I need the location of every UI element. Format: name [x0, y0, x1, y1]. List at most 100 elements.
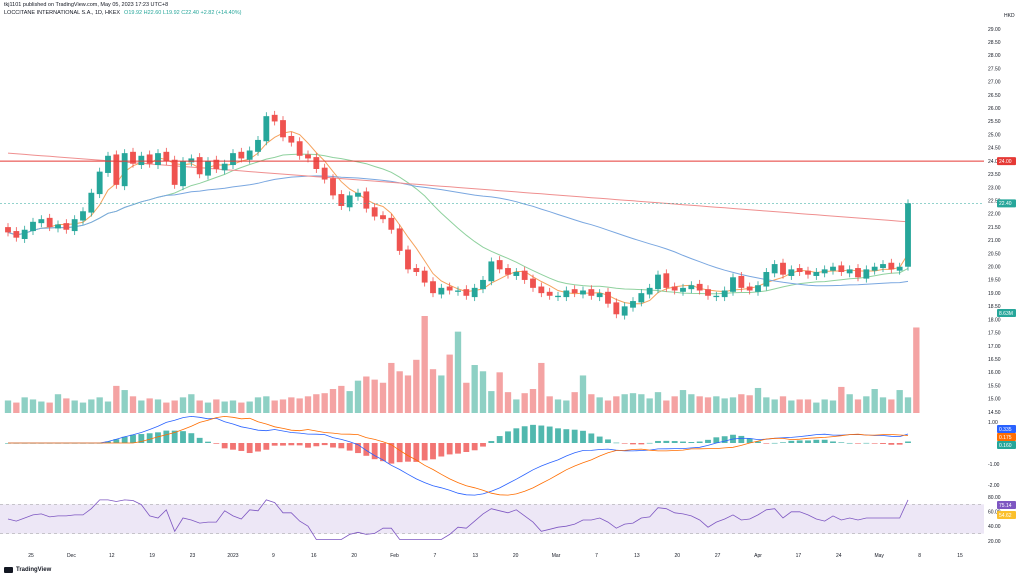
- date-tick-label: Dec: [67, 553, 76, 559]
- volume-bar: [238, 402, 245, 413]
- volume-bar: [113, 385, 120, 413]
- volume-bar: [254, 397, 262, 413]
- volume-bar: [479, 371, 487, 413]
- volume-bar: [846, 394, 853, 413]
- macd-histogram-bar: [330, 443, 336, 448]
- volume-bar: [454, 331, 462, 413]
- badge-histogram-text: 0.160: [999, 443, 1012, 449]
- candle-body: [605, 291, 611, 304]
- date-tick-label: 20: [513, 553, 519, 559]
- macd-histogram-bar: [630, 443, 636, 445]
- macd-histogram-bar: [255, 443, 261, 452]
- macd-histogram-bar: [146, 433, 153, 443]
- horizontal-line-24[interactable]: [0, 160, 984, 204]
- macd-histogram-bar: [321, 443, 328, 446]
- candle-body: [796, 268, 803, 273]
- price-tick-label: 26.00: [988, 106, 1001, 112]
- price-tick-label: 24.00: [988, 159, 1001, 165]
- volume-bar: [613, 396, 620, 413]
- candle-body: [555, 295, 561, 298]
- volume-bar: [588, 394, 595, 413]
- date-tick-label: 16: [311, 553, 317, 559]
- volume-bar: [88, 399, 95, 413]
- volume-bar: [321, 393, 328, 413]
- volume-bar: [713, 396, 720, 413]
- volume-bar: [621, 394, 628, 413]
- volume-bar: [388, 362, 395, 413]
- volume-bar: [738, 394, 745, 413]
- candle-body: [196, 157, 203, 175]
- volume-bar: [263, 396, 270, 413]
- date-tick-label: May: [874, 553, 884, 559]
- badge-rsi: [997, 501, 1016, 509]
- badge-signal-text: 0.175: [999, 435, 1012, 441]
- volume-bar: [704, 397, 712, 413]
- candle-body: [530, 278, 536, 288]
- macd-histogram-bar: [405, 443, 411, 462]
- publisher-line: tkj1101 published on TradingView.com, Ma…: [4, 2, 169, 8]
- volume-bars: [4, 316, 920, 413]
- volume-bar: [796, 399, 803, 413]
- volume-bar: [679, 390, 687, 413]
- macd-histogram-bar: [130, 434, 136, 443]
- macd-histogram-bar: [880, 443, 886, 444]
- volume-bar: [629, 393, 637, 413]
- price-tick-label: 28.50: [988, 40, 1001, 46]
- macd-histogram-bar: [555, 428, 561, 443]
- candle-body: [680, 287, 686, 292]
- macd-histogram-bar: [488, 441, 495, 443]
- candle-body: [138, 155, 145, 166]
- volume-bar: [421, 316, 428, 413]
- candle-body: [855, 268, 861, 278]
- macd-histogram-bar: [463, 443, 470, 452]
- rsi-tick-label: 40.00: [988, 524, 1001, 530]
- date-tick-label: 7: [434, 553, 437, 559]
- candle-body: [646, 287, 653, 295]
- candle-body: [46, 217, 53, 228]
- candle-body: [488, 261, 495, 282]
- candle-body: [521, 270, 528, 280]
- volume-bar: [563, 400, 570, 413]
- candle-body: [396, 228, 403, 251]
- candles: [5, 110, 911, 320]
- candle-body: [805, 270, 811, 275]
- volume-bar: [671, 396, 678, 413]
- date-tick-label: 27: [715, 553, 721, 559]
- badge-macd: [997, 425, 1016, 433]
- volume-bar: [654, 392, 662, 413]
- volume-bar: [888, 399, 895, 413]
- macd-histogram-bar: [805, 440, 811, 443]
- candle-body: [755, 285, 761, 292]
- volume-bar: [904, 397, 912, 413]
- volume-bar: [763, 397, 770, 413]
- date-tick-label: 8: [918, 553, 921, 559]
- candle-body: [463, 289, 470, 296]
- date-tick-label: 9: [272, 553, 275, 559]
- volume-bar: [154, 399, 162, 413]
- candle-body: [813, 272, 820, 276]
- candle-body: [738, 275, 745, 288]
- badge-last-price-text: 22.40: [999, 201, 1012, 207]
- macd-histogram-bar: [188, 433, 195, 443]
- candle-body: [663, 273, 670, 288]
- volume-bar: [604, 400, 612, 413]
- volume-bar: [204, 402, 212, 413]
- price-tick-label: 23.50: [988, 172, 1001, 178]
- volume-bar: [546, 396, 553, 413]
- macd-histogram-bar: [680, 441, 686, 443]
- candle-body: [655, 274, 661, 290]
- candle-body: [771, 264, 778, 274]
- volume-bar: [504, 392, 512, 413]
- volume-bar: [196, 400, 203, 413]
- candle-body: [880, 264, 886, 269]
- candle-body: [371, 207, 378, 217]
- price-badges: 24.00 22.40 8.63M 0.335 0.175 0.160 75.14 54.62: [997, 157, 1016, 519]
- macd-histogram-bar: [196, 437, 203, 443]
- volume-bar: [463, 382, 470, 413]
- volume-bar: [221, 401, 228, 413]
- candle-body: [821, 269, 828, 274]
- volume-bar: [271, 400, 278, 413]
- macd-histogram-bar: [896, 443, 903, 445]
- candle-body: [613, 302, 620, 315]
